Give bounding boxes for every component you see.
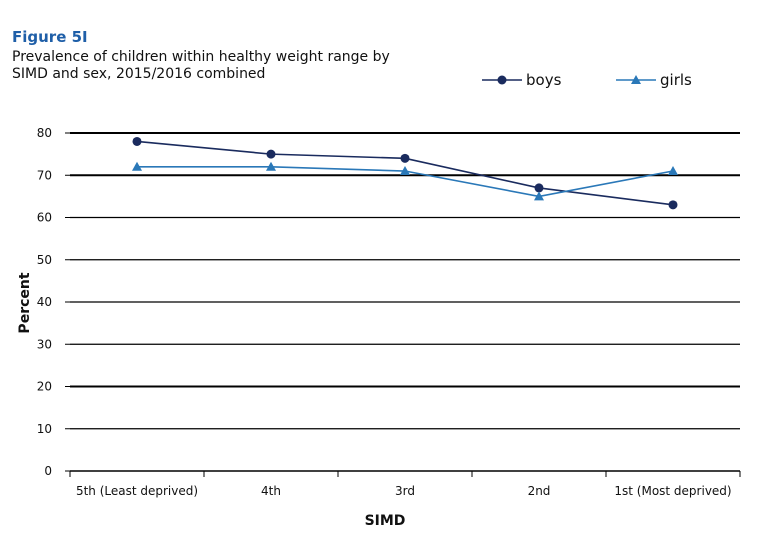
y-tick-label-0: 0: [44, 464, 52, 478]
series-lines: [132, 136, 678, 210]
gridlines: [65, 132, 740, 472]
x-tick-label-1: 4th: [261, 484, 281, 498]
figure-title: Prevalence of children within healthy we…: [12, 49, 432, 83]
x-tick-label-0: 5th (Least deprived): [76, 484, 198, 498]
legend-label-girls: girls: [660, 71, 692, 89]
point-girls-4: [668, 166, 678, 176]
y-tick-label-10: 10: [37, 422, 52, 436]
point-boys-4: [668, 200, 678, 210]
y-tick-label-60: 60: [37, 211, 52, 225]
legend-marker-boys: [497, 75, 507, 85]
point-boys-2: [400, 153, 410, 163]
x-tick-label-3: 2nd: [528, 484, 551, 498]
figure-title-line-1: Prevalence of children within healthy we…: [12, 49, 390, 65]
point-girls-2: [400, 166, 410, 176]
point-girls-1: [266, 161, 276, 171]
x-tick-label-4: 1st (Most deprived): [614, 484, 731, 498]
y-tick-label-50: 50: [37, 253, 52, 267]
y-tick-label-20: 20: [37, 380, 52, 394]
point-boys-1: [266, 149, 276, 159]
figure-label: Figure 5I: [12, 28, 88, 46]
legend-label-boys: boys: [526, 71, 562, 89]
x-tick-label-2: 3rd: [395, 484, 415, 498]
y-tick-label-40: 40: [37, 295, 52, 309]
point-boys-0: [132, 136, 142, 146]
y-tick-label-30: 30: [37, 337, 52, 351]
y-axis-title: Percent: [17, 272, 33, 333]
point-girls-3: [534, 191, 544, 201]
y-tick-labels: 0 10 20 30 40 50 60 70 80: [37, 126, 52, 478]
y-tick-label-70: 70: [37, 168, 52, 182]
x-axis: 5th (Least deprived) 4th 3rd 2nd 1st (Most d…: [69, 470, 741, 498]
legend: boys girls: [482, 71, 692, 89]
x-axis-title: SIMD: [365, 513, 406, 529]
point-girls-0: [132, 161, 142, 171]
point-boys-3: [534, 183, 544, 193]
y-tick-label-80: 80: [37, 126, 52, 140]
legend-marker-girls: [631, 75, 641, 84]
figure-title-line-2: SIMD and sex, 2015/2016 combined: [12, 66, 266, 82]
